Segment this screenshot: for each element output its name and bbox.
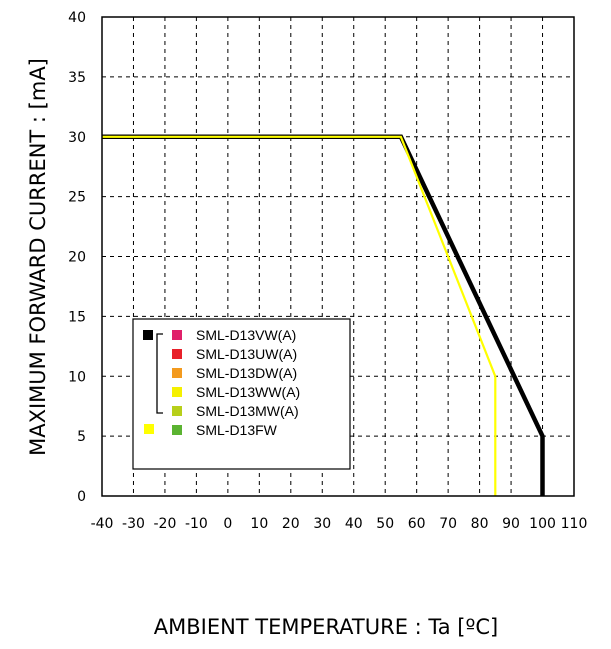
x-tick-label: 40	[345, 516, 363, 532]
y-tick-labels: 0 5 10 15 20 25 30 35 40	[68, 10, 86, 505]
legend-entry-label: SML-D13MW(A)	[196, 403, 299, 419]
series-line-2	[102, 135, 497, 496]
x-tick-label: 70	[439, 516, 457, 532]
y-axis-label: MAXIMUM FORWARD CURRENT : [mA]	[26, 58, 50, 456]
x-tick-label: 30	[313, 516, 331, 532]
x-tick-label: 100	[529, 516, 556, 532]
legend-color-swatch	[172, 387, 182, 397]
legend-color-swatch	[172, 406, 182, 416]
legend-color-swatch	[172, 349, 182, 359]
x-tick-label: 0	[223, 516, 232, 532]
legend-color-swatch	[172, 368, 182, 378]
legend-group-marker-yellow	[144, 424, 154, 434]
legend-entry-label: SML-D13UW(A)	[196, 346, 297, 362]
legend-entry-label: SML-D13DW(A)	[196, 365, 297, 381]
legend-entry-label: SML-D13FW	[196, 422, 278, 438]
legend-entry-label: SML-D13WW(A)	[196, 384, 300, 400]
x-tick-label: 60	[408, 516, 426, 532]
x-tick-label: 110	[561, 516, 588, 532]
x-tick-label: 10	[250, 516, 268, 532]
y-tick-label: 25	[68, 190, 86, 206]
legend-color-swatch	[172, 330, 182, 340]
legend-color-swatch	[172, 425, 182, 435]
y-tick-label: 5	[77, 429, 86, 445]
series-lines	[102, 134, 545, 496]
x-tick-label: -10	[185, 516, 208, 532]
x-axis-label: AMBIENT TEMPERATURE : Ta [ºC]	[154, 615, 499, 639]
x-tick-label: 50	[376, 516, 394, 532]
x-tick-label: -40	[91, 516, 114, 532]
y-tick-label: 20	[68, 250, 86, 266]
x-tick-label: -30	[122, 516, 145, 532]
legend: SML-D13VW(A) SML-D13UW(A) SML-D13DW(A) SML-…	[132, 318, 351, 470]
y-tick-label: 30	[68, 130, 86, 146]
legend-box	[132, 318, 351, 470]
legend-entry-label: SML-D13VW(A)	[196, 327, 296, 343]
x-tick-label: 90	[502, 516, 520, 532]
x-tick-label: 20	[282, 516, 300, 532]
x-tick-label: 80	[471, 516, 489, 532]
x-tick-labels: -40 -30 -20 -10 0 10 20 30 40 50 60 70 80 90 100 110	[91, 516, 588, 532]
y-tick-label: 0	[77, 489, 86, 505]
y-tick-label: 35	[68, 70, 86, 86]
legend-group-marker-black	[143, 330, 153, 340]
plot-frame	[101, 16, 575, 497]
x-tick-label: -20	[153, 516, 176, 532]
legend-bracket	[156, 333, 163, 414]
y-tick-label: 40	[68, 10, 86, 26]
y-tick-label: 15	[68, 309, 86, 325]
y-tick-label: 10	[68, 369, 86, 385]
